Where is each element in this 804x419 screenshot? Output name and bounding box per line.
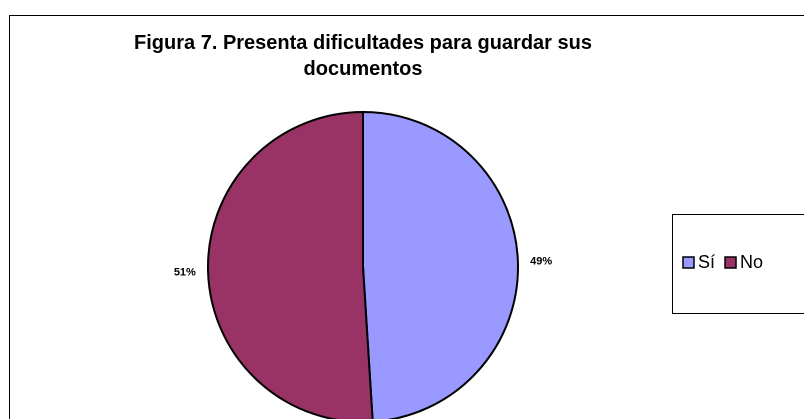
pie-slice — [207, 110, 374, 419]
chart-title: Figura 7. Presenta dificultades para gua… — [134, 32, 592, 80]
legend-label: Sí — [698, 252, 715, 272]
legend-swatch — [682, 256, 695, 269]
data-label: 51% — [174, 267, 196, 279]
data-label: 49% — [530, 255, 552, 267]
legend-swatch — [724, 256, 737, 269]
legend-label: No — [740, 252, 763, 272]
pie-slice — [362, 110, 519, 419]
